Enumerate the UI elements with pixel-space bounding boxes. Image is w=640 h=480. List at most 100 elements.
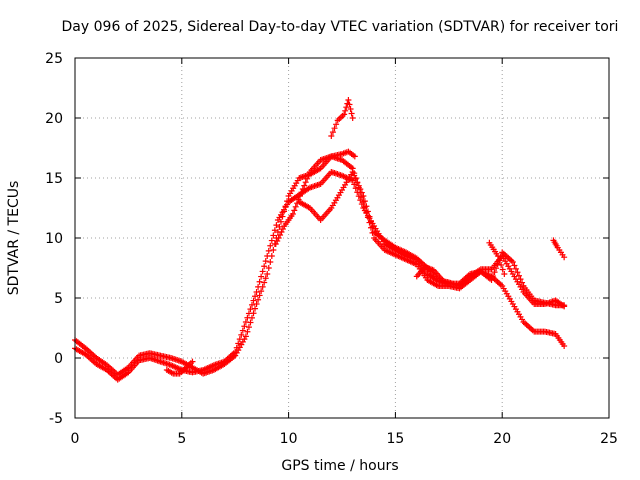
data-point — [262, 258, 269, 265]
x-tick-label: 15 — [386, 431, 404, 447]
data-point — [292, 203, 299, 210]
data-point — [354, 179, 361, 186]
data-point — [561, 343, 568, 349]
data-point — [352, 185, 359, 192]
y-tick-label: 10 — [45, 231, 63, 247]
series-arc-a — [328, 97, 356, 139]
data-point — [351, 172, 358, 179]
data-point — [351, 153, 358, 160]
y-tick-label: 15 — [45, 171, 63, 187]
y-tick-label: 5 — [54, 291, 63, 307]
data-point — [265, 265, 272, 271]
data-point — [289, 211, 296, 217]
data-point — [250, 297, 257, 304]
data-point — [346, 101, 353, 108]
data-point — [343, 104, 350, 111]
data-point — [235, 340, 242, 347]
series-track-d — [272, 148, 358, 247]
data-point — [267, 242, 274, 249]
data-point — [296, 193, 303, 199]
data-point — [256, 278, 263, 285]
x-tick-label: 0 — [71, 431, 80, 447]
data-point — [258, 288, 265, 295]
x-tick-label: 25 — [600, 431, 618, 447]
data-point — [345, 97, 352, 103]
chart-title: Day 096 of 2025, Sidereal Day-to-day VTE… — [62, 19, 619, 35]
data-point — [514, 269, 521, 276]
data-point — [265, 247, 272, 254]
series-arc-c — [486, 239, 508, 277]
data-point — [241, 323, 248, 330]
data-point — [333, 121, 340, 128]
data-point — [245, 310, 252, 317]
data-point — [258, 273, 265, 280]
data-point — [355, 182, 362, 189]
data-point — [501, 271, 508, 277]
y-axis-label: SDTVAR / TECUs — [6, 181, 22, 296]
data-point — [361, 198, 368, 205]
data-point — [276, 223, 283, 230]
data-point — [358, 189, 365, 196]
y-tick-label: 25 — [45, 51, 63, 67]
data-point — [304, 175, 311, 182]
data-point — [329, 129, 336, 136]
data-point — [349, 169, 356, 175]
data-point — [488, 277, 495, 283]
data-point — [273, 222, 280, 229]
data-point — [244, 314, 251, 321]
data-point — [352, 175, 359, 182]
data-point — [264, 253, 271, 259]
data-point — [358, 201, 365, 208]
data-points — [72, 97, 568, 383]
plot-frame — [74, 57, 610, 419]
data-point — [277, 218, 284, 225]
data-point — [299, 186, 306, 192]
data-point — [561, 303, 568, 310]
data-point — [270, 247, 277, 253]
data-point — [261, 279, 268, 286]
data-point — [252, 293, 259, 300]
data-point — [509, 259, 516, 265]
data-point — [364, 208, 371, 215]
data-point — [498, 262, 505, 268]
data-point — [233, 344, 240, 351]
data-point — [499, 266, 506, 273]
data-point — [253, 301, 260, 307]
data-point — [511, 262, 518, 269]
data-point — [298, 189, 305, 196]
data-point — [248, 301, 255, 308]
data-point — [189, 358, 196, 365]
data-point — [264, 271, 271, 277]
x-axis-label: GPS time / hours — [281, 458, 398, 474]
data-point — [515, 272, 522, 279]
data-point — [238, 331, 245, 338]
data-point — [255, 296, 262, 303]
data-point — [255, 283, 262, 290]
data-point — [331, 125, 338, 132]
x-tick-label: 20 — [493, 431, 511, 447]
data-point — [341, 111, 348, 118]
y-tick-label: 20 — [45, 111, 63, 127]
series-arc-e — [163, 358, 196, 377]
data-point — [261, 263, 268, 270]
data-point — [360, 193, 367, 199]
data-point — [271, 227, 278, 234]
data-point — [301, 182, 308, 189]
data-point — [270, 232, 277, 239]
data-point — [491, 269, 498, 276]
data-point — [245, 324, 252, 331]
data-point — [256, 292, 263, 299]
data-point — [295, 196, 302, 203]
x-tick-label: 10 — [280, 431, 298, 447]
data-point — [369, 223, 376, 230]
data-point — [349, 177, 356, 184]
data-point — [302, 179, 309, 186]
data-point — [494, 253, 501, 259]
data-point — [291, 207, 298, 214]
series-arc-b — [413, 263, 446, 283]
data-point — [347, 106, 354, 112]
x-tick-label: 5 — [177, 431, 186, 447]
data-point — [262, 275, 269, 282]
data-point — [357, 197, 364, 204]
